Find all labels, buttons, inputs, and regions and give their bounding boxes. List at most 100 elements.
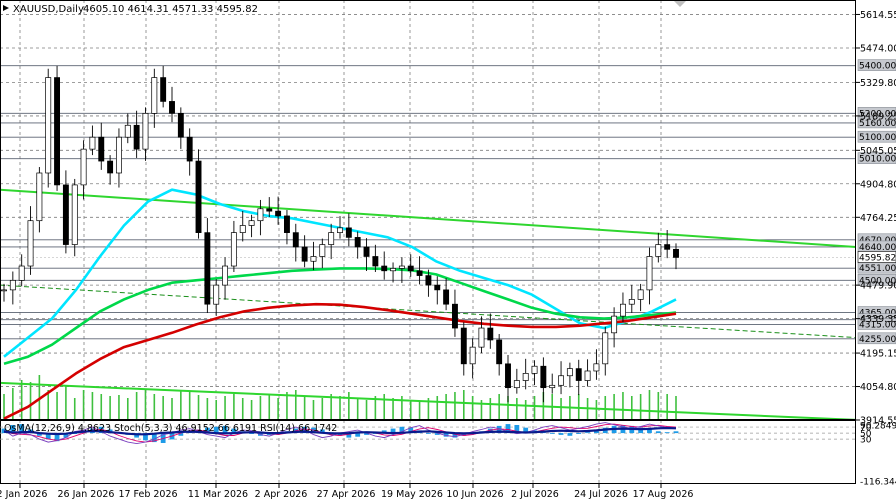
osma-bar xyxy=(204,427,210,434)
price-level-tag xyxy=(857,274,896,286)
volume-bar xyxy=(188,392,191,420)
volume-bar xyxy=(12,388,14,420)
osma-bar xyxy=(452,433,458,438)
osma-bar xyxy=(249,433,254,434)
osma-bar xyxy=(549,433,555,434)
volume-bar xyxy=(454,392,456,420)
osma-bar xyxy=(160,433,166,443)
moving-average-line xyxy=(3,302,677,420)
one-click-trading-arrow-icon[interactable] xyxy=(674,1,686,7)
volume-bar xyxy=(294,390,297,420)
volume-bar xyxy=(100,394,103,420)
volume-bar xyxy=(622,392,624,420)
price-level-label: 4255.00 xyxy=(859,335,896,345)
oscillator-panel[interactable]: OsMA(12,26,9) 4.8623 Stoch(5,3,3) 46.915… xyxy=(0,420,856,484)
volume-bar xyxy=(675,396,677,420)
volume-bar xyxy=(250,400,253,420)
volume-bar xyxy=(82,390,85,420)
current-price-label: 4595.82 xyxy=(859,253,896,263)
volume-bar xyxy=(392,398,394,420)
volume-bar xyxy=(153,394,156,420)
candle-body xyxy=(664,244,671,250)
trend-lines xyxy=(0,188,856,420)
candle-body xyxy=(345,227,352,238)
y-tick-label: 4479.90 xyxy=(860,281,896,292)
candle-body xyxy=(9,279,16,291)
main-price-panel[interactable]: 5400.005200.005160.005100.005010.004670.… xyxy=(0,0,896,483)
osma-bar xyxy=(434,433,440,435)
osma-bar xyxy=(143,433,148,441)
candle-body xyxy=(36,172,43,222)
candle-body xyxy=(469,346,476,365)
price-level-tag xyxy=(857,332,896,345)
osma-bar xyxy=(664,432,670,434)
volume-bar xyxy=(171,398,173,420)
x-tick-label: 2 Apr 2026 xyxy=(255,489,308,500)
volume-bar xyxy=(533,396,536,420)
main-panel-frame xyxy=(0,0,856,420)
osma-bar xyxy=(408,427,414,434)
candle-body xyxy=(460,327,467,365)
osma-bar xyxy=(63,433,69,438)
candle-body xyxy=(133,124,140,150)
volume-bar xyxy=(365,400,368,420)
volume-bar xyxy=(348,392,350,420)
candle-body xyxy=(239,225,246,233)
volume-bar xyxy=(29,382,32,420)
osma-bar xyxy=(390,428,396,434)
osma-bar xyxy=(585,432,590,434)
volume-bar xyxy=(56,392,58,420)
x-tick-label: 2 Jan 2026 xyxy=(0,489,47,500)
volume-bar xyxy=(436,396,439,420)
x-tick-label: 27 Apr 2026 xyxy=(317,489,376,500)
candle-body xyxy=(372,256,379,267)
candle-body xyxy=(71,184,78,245)
y-tick-label: 5614.55 xyxy=(860,10,896,21)
candle-body xyxy=(18,265,25,281)
volume-bar xyxy=(666,394,668,420)
candle-body xyxy=(328,232,335,245)
candle-body xyxy=(169,101,175,114)
x-tick-label: 24 Jul 2026 xyxy=(574,489,628,500)
x-tick-label: 17 Aug 2026 xyxy=(633,489,694,500)
candle-body xyxy=(451,303,458,329)
volume-bar xyxy=(524,400,527,420)
osma-bar xyxy=(638,427,644,434)
volume-bar xyxy=(401,396,403,420)
volume-bar xyxy=(560,398,562,420)
osma-bar xyxy=(231,428,237,434)
osma-bar xyxy=(346,433,352,438)
candle-body xyxy=(390,268,397,272)
trend-line xyxy=(0,188,856,248)
price-candles xyxy=(1,65,679,403)
price-axis[interactable]: 5614.55 5474.00 5329.80 5189.25 5045.05 4904.… xyxy=(856,10,896,427)
price-level-label: 4315.00 xyxy=(859,320,896,330)
candle-body xyxy=(602,332,609,365)
volume-bar xyxy=(330,394,332,420)
candle-body xyxy=(54,77,61,186)
moving-average-line xyxy=(3,267,677,366)
volume-bar xyxy=(3,394,5,420)
volume-bar xyxy=(206,398,209,420)
volume-bar xyxy=(233,394,235,420)
oscillator-series xyxy=(0,422,856,445)
oscillator-tick-label: 70 xyxy=(860,424,872,434)
x-tick-label: 2 Jul 2026 xyxy=(511,489,559,500)
volume-bar xyxy=(197,395,200,420)
candle-body xyxy=(363,246,370,257)
candle-body xyxy=(637,289,644,300)
candle-body xyxy=(584,370,591,381)
time-axis[interactable]: 2 Jan 2026 26 Jan 2026 17 Feb 2026 11 Mar 2… xyxy=(0,484,693,500)
candle-body xyxy=(98,136,105,162)
volume-bar xyxy=(241,398,244,420)
candle-body xyxy=(646,256,653,291)
current-price-tag xyxy=(857,251,896,263)
chart-menu-arrow-icon[interactable] xyxy=(3,5,9,11)
volume-bar xyxy=(144,390,147,420)
x-tick-label: 26 Jan 2026 xyxy=(58,489,115,500)
osma-bar xyxy=(213,426,219,434)
volume-bar xyxy=(47,390,50,420)
candle-body xyxy=(593,363,600,372)
volume-bar xyxy=(259,396,262,420)
